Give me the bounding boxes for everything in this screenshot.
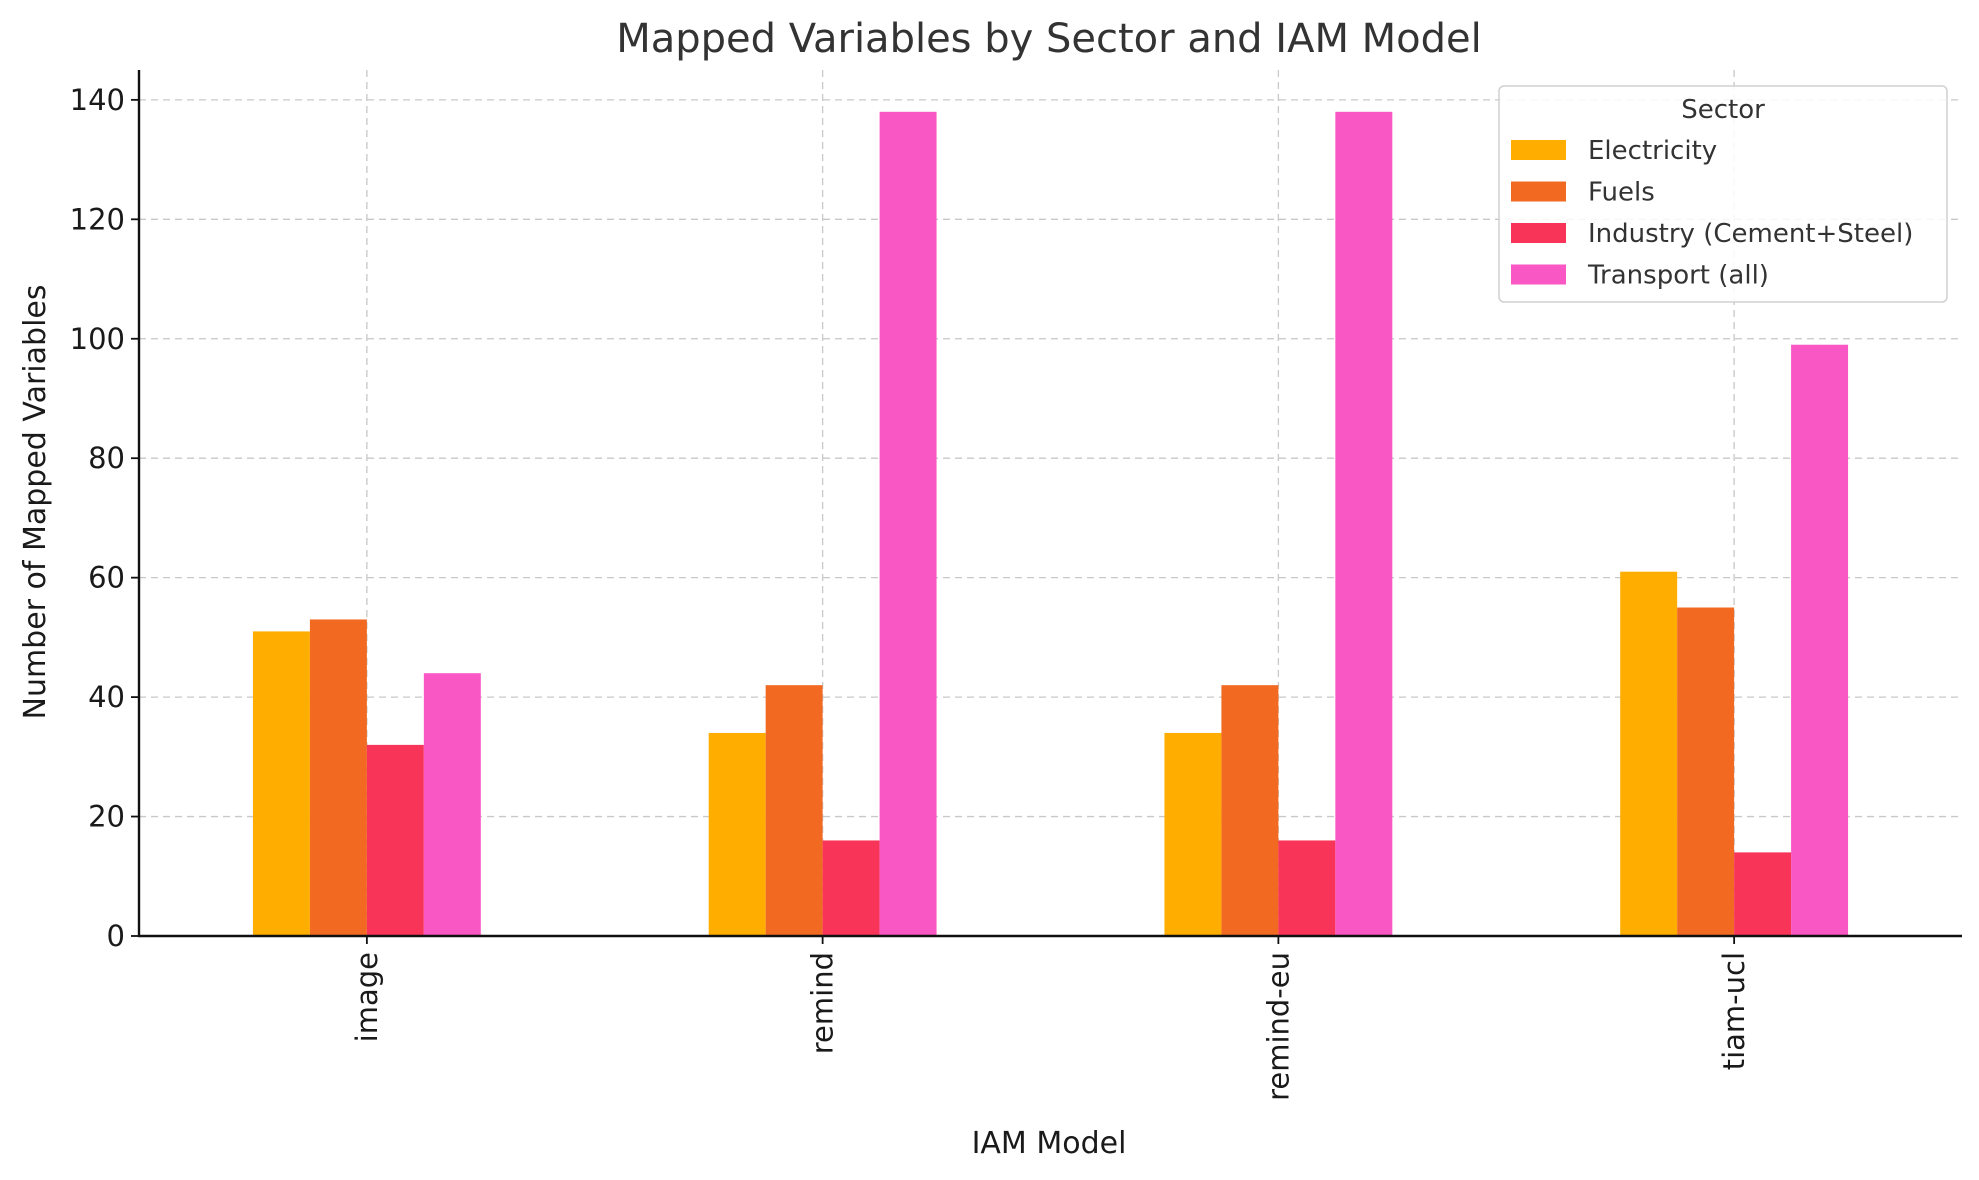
bar-tiam-ucl-fuels [1677, 607, 1735, 936]
bar-remind-fuels [765, 685, 823, 936]
legend-swatch [1511, 264, 1566, 285]
y-tick-label: 120 [70, 202, 125, 236]
bar-remind-industry-cement-steel [822, 840, 880, 936]
bars [252, 111, 1849, 937]
y-axis-ticks: 0 20 40 60 80 100 120 140 [70, 83, 139, 953]
legend-items: Electricity Fuels Industry (Cement+Steel) T… [1511, 136, 1913, 291]
y-tick-label: 20 [88, 800, 125, 834]
x-tick-label: tiam-ucl [1717, 952, 1751, 1070]
x-tick-label: image [350, 952, 384, 1042]
x-tick-label: remind [806, 952, 840, 1054]
chart-title: Mapped Variables by Sector and IAM Model [616, 16, 1482, 62]
legend: Sector Electricity Fuels Industry (Cement+… [1498, 85, 1948, 303]
legend-swatch [1511, 181, 1566, 202]
legend-swatch [1511, 223, 1566, 243]
legend-label: Industry (Cement+Steel) [1588, 219, 1913, 249]
bar-remind-eu-transport-all [1335, 111, 1393, 937]
bar-remind-eu-electricity [1164, 732, 1222, 936]
y-tick-label: 100 [70, 322, 125, 356]
bar-tiam-ucl-transport-all [1791, 344, 1849, 936]
legend-label: Electricity [1588, 136, 1717, 166]
bar-remind-electricity [708, 732, 766, 936]
bar-remind-transport-all [879, 111, 937, 937]
y-tick-label: 0 [107, 919, 125, 953]
legend-swatch [1511, 140, 1566, 160]
y-tick-label: 40 [88, 680, 125, 714]
legend-label: Transport (all) [1587, 261, 1769, 291]
legend-box [1498, 85, 1948, 303]
legend-label: Fuels [1588, 178, 1655, 208]
y-axis-label: Number of Mapped Variables [18, 285, 53, 720]
x-axis-label: IAM Model [972, 1126, 1127, 1161]
x-tick-label: remind-eu [1261, 952, 1295, 1101]
bar-image-transport-all [423, 673, 481, 936]
bar-image-fuels [309, 619, 367, 936]
bar-remind-eu-industry-cement-steel [1278, 840, 1336, 936]
bar-image-industry-cement-steel [366, 744, 424, 936]
legend-title: Sector [1681, 95, 1765, 125]
axes [137, 70, 1962, 938]
y-tick-label: 80 [88, 441, 125, 475]
y-tick-label: 60 [88, 561, 125, 595]
bar-tiam-ucl-electricity [1620, 571, 1678, 936]
x-axis-ticks: image remind remind-eu tiam-ucl [350, 936, 1751, 1101]
bar-remind-eu-fuels [1221, 685, 1279, 936]
bar-tiam-ucl-industry-cement-steel [1734, 852, 1792, 936]
y-tick-label: 140 [70, 83, 125, 117]
bar-image-electricity [252, 631, 310, 936]
